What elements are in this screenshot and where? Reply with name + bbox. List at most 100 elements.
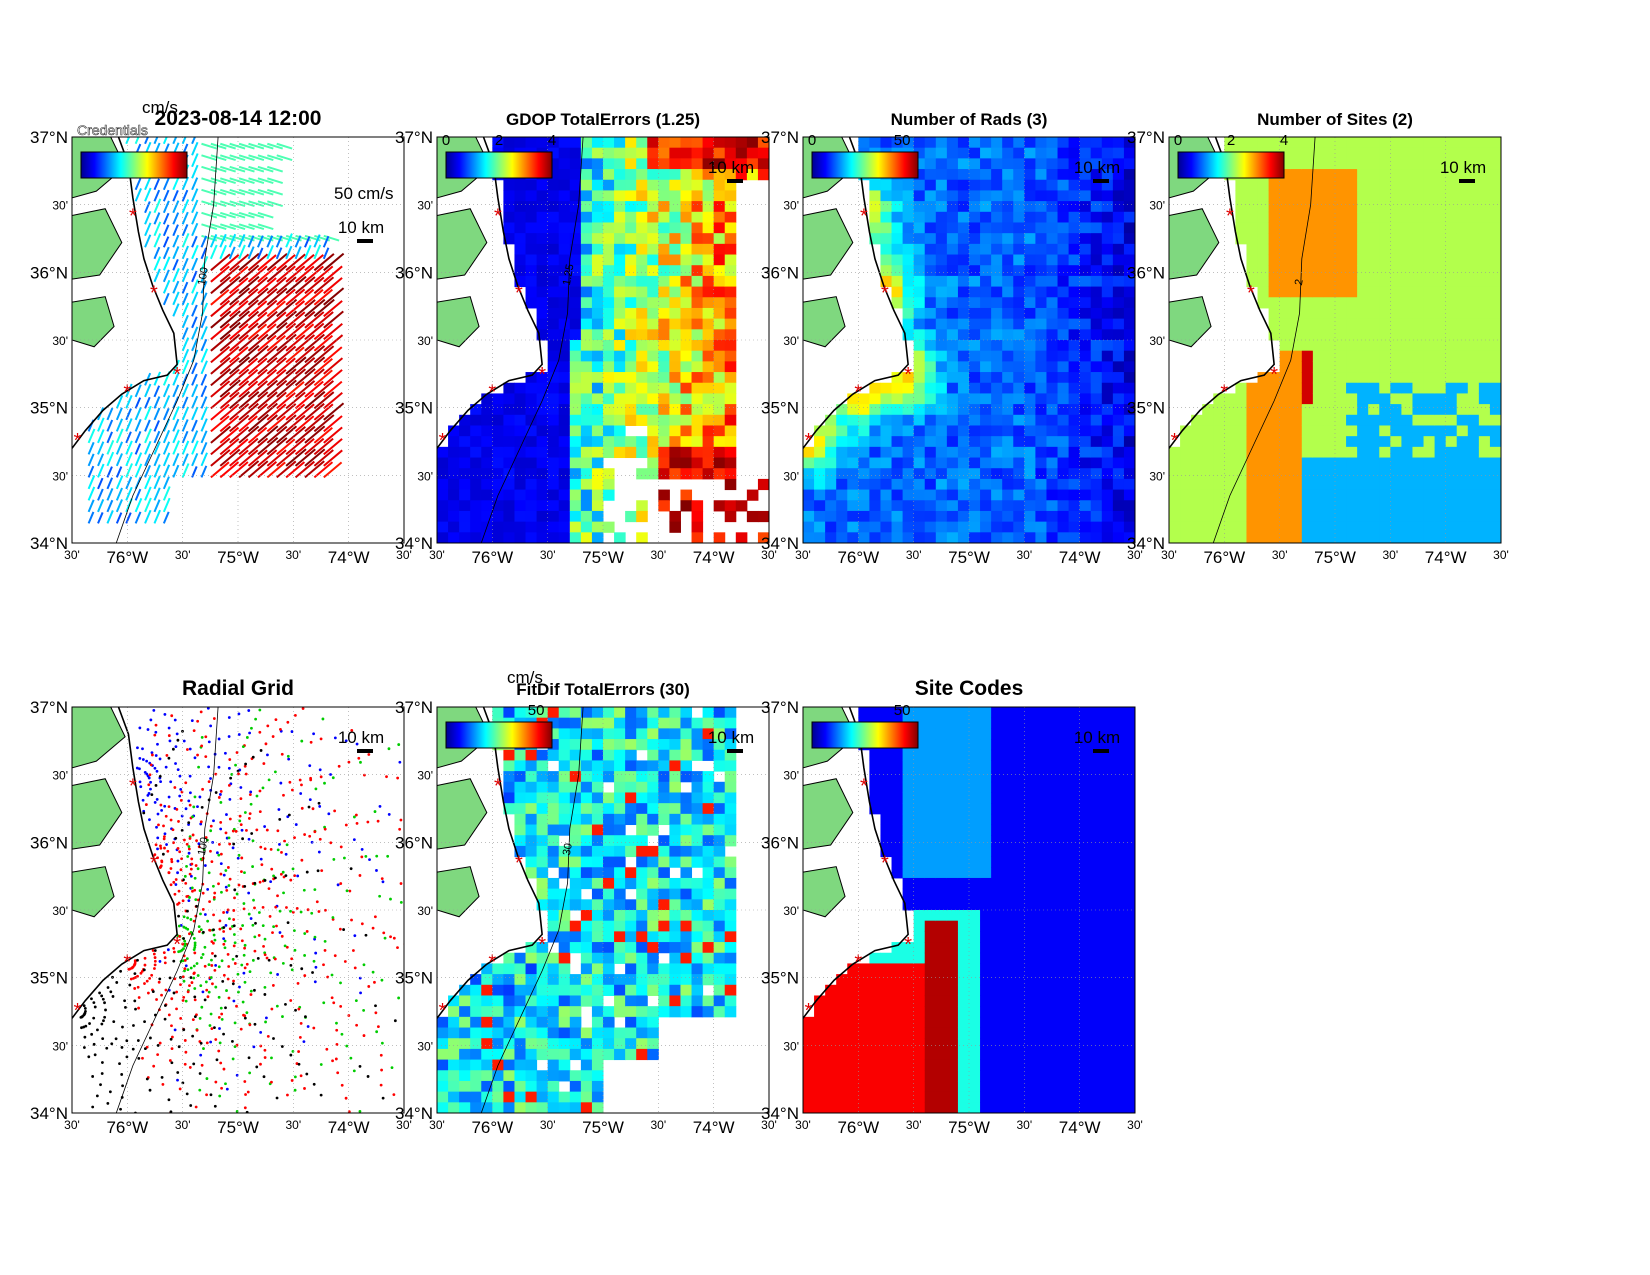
grid-point (347, 1155, 350, 1158)
heatmap-cell (1323, 318, 1336, 330)
heatmap-cell (924, 169, 937, 181)
heatmap-cell (492, 425, 504, 437)
heatmap-cell (636, 318, 648, 330)
grid-point (403, 1165, 406, 1168)
current-vector (181, 224, 189, 237)
grid-point (146, 1151, 149, 1154)
heatmap-cell (1279, 372, 1292, 384)
heatmap-cell (514, 1059, 527, 1071)
heatmap-cell (1456, 489, 1469, 501)
grid-point (362, 1034, 366, 1037)
heatmap-cell (1467, 393, 1480, 405)
current-vector (191, 177, 199, 191)
current-vector (257, 414, 278, 433)
heatmap-cell (1346, 286, 1358, 298)
heatmap-cell (514, 1091, 527, 1103)
heatmap-cell (1224, 500, 1236, 512)
current-vector (266, 321, 288, 341)
heatmap-cell (558, 489, 571, 501)
current-vector (228, 233, 237, 248)
heatmap-cell (437, 1048, 449, 1061)
heatmap-cell (614, 446, 626, 459)
heatmap-cell (691, 468, 704, 480)
current-vector (285, 288, 306, 306)
heatmap-cell (558, 457, 571, 469)
heatmap-cell (1046, 361, 1059, 373)
heatmap-cell (1002, 179, 1014, 191)
panel-title: Radial Grid (182, 677, 294, 700)
heatmap-cell (547, 995, 560, 1007)
heatmap-cell (1401, 489, 1413, 501)
grid-point (178, 774, 182, 778)
heatmap-cell (1235, 446, 1247, 459)
grid-point (82, 1004, 86, 1008)
lat-tick-label: 30' (52, 334, 68, 348)
grid-point (200, 744, 204, 748)
heatmap-cell (1368, 489, 1380, 501)
heatmap-cell (1035, 446, 1047, 459)
heatmap-cell (459, 1016, 471, 1029)
heatmap-cell (1213, 457, 1225, 469)
heatmap-cell (1357, 233, 1369, 245)
heatmap-cell (1423, 478, 1436, 491)
current-vector (162, 441, 171, 455)
grid-point (352, 1138, 355, 1141)
grid-point (316, 869, 320, 873)
lat-tick-label: 30' (783, 469, 799, 483)
heatmap-cell (1423, 393, 1436, 405)
grid-point (258, 880, 262, 884)
heatmap-cell (1478, 265, 1491, 277)
grid-point (307, 805, 311, 809)
current-vector (256, 235, 264, 248)
grid-point (220, 1237, 223, 1240)
grid-point (210, 958, 213, 962)
grid-point (233, 888, 237, 892)
heatmap-cell (680, 286, 693, 298)
current-vector (210, 425, 232, 444)
current-vector (313, 311, 334, 329)
grid-point (237, 990, 240, 994)
heatmap-cell (735, 158, 748, 170)
grid-point (198, 930, 201, 934)
heatmap-cell (603, 243, 615, 256)
heatmap-cell (1301, 243, 1314, 256)
heatmap-cell (1057, 393, 1070, 405)
grid-point (159, 844, 162, 848)
heatmap-cell (1357, 147, 1369, 159)
heatmap-cell (1456, 372, 1469, 384)
heatmap-cell (525, 813, 538, 826)
heatmap-cell (1401, 457, 1413, 469)
heatmap-cell (913, 510, 926, 523)
heatmap-cell (669, 275, 681, 288)
grid-point (192, 919, 196, 923)
heatmap-cell (814, 446, 826, 459)
current-vector (162, 200, 170, 214)
grid-point (87, 1055, 91, 1059)
grid-point (333, 736, 337, 740)
heatmap-cell (702, 222, 715, 234)
heatmap-cell (1412, 393, 1425, 405)
heatmap-cell (1290, 382, 1303, 394)
heatmap-cell (1379, 318, 1391, 330)
heatmap-cell (702, 372, 715, 384)
heatmap-cell (1390, 489, 1402, 501)
heatmap-cell (658, 500, 670, 512)
heatmap-cell (459, 468, 471, 480)
heatmap-cell (1013, 147, 1025, 159)
heatmap-cell (547, 446, 560, 459)
heatmap-cell (603, 275, 615, 288)
current-vector (304, 298, 326, 318)
current-vector (323, 449, 343, 467)
heatmap-cell (803, 478, 815, 491)
heatmap-cell (1478, 340, 1491, 352)
heatmap-cell (1202, 446, 1214, 459)
current-vector (115, 428, 124, 444)
heatmap-cell (713, 147, 726, 159)
heatmap-cell (1445, 137, 1458, 149)
heatmap-cell (1346, 307, 1358, 320)
heatmap-cell (1101, 307, 1114, 320)
heatmap-cell (1101, 147, 1114, 159)
grid-point (260, 863, 264, 867)
current-vector (172, 212, 180, 225)
heatmap-cell (1467, 169, 1480, 181)
